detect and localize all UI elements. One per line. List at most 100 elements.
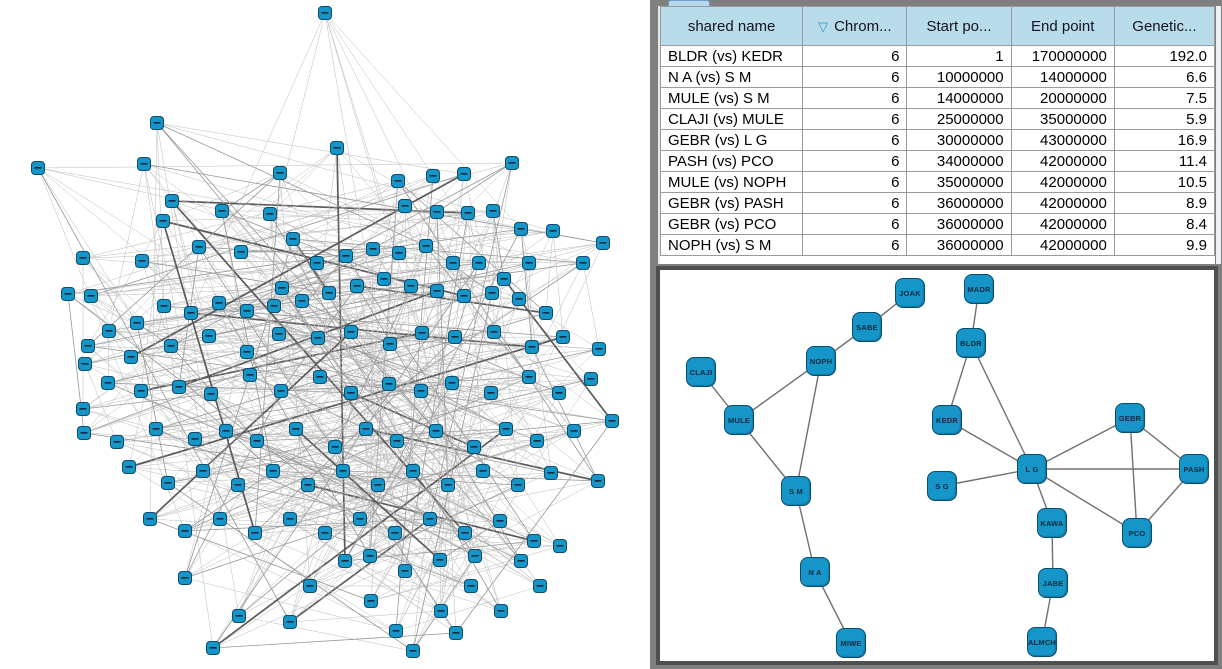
overview-node[interactable] bbox=[338, 554, 352, 568]
overview-node[interactable] bbox=[511, 478, 525, 492]
overview-node[interactable] bbox=[415, 326, 429, 340]
overview-node[interactable] bbox=[267, 299, 281, 313]
table-cell[interactable]: 6 bbox=[802, 150, 908, 172]
overview-node[interactable] bbox=[514, 222, 528, 236]
overview-node[interactable] bbox=[77, 426, 91, 440]
overview-node[interactable] bbox=[336, 464, 350, 478]
overview-node[interactable] bbox=[497, 272, 511, 286]
table-cell[interactable]: 170000000 bbox=[1010, 45, 1115, 67]
node-pco[interactable]: PCO bbox=[1122, 518, 1152, 548]
table-cell[interactable]: 42000000 bbox=[1010, 150, 1115, 172]
overview-node[interactable] bbox=[493, 514, 507, 528]
overview-node[interactable] bbox=[213, 512, 227, 526]
overview-node[interactable] bbox=[364, 594, 378, 608]
node-mule[interactable]: MULE bbox=[724, 405, 754, 435]
overview-node[interactable] bbox=[382, 377, 396, 391]
overview-node[interactable] bbox=[157, 299, 171, 313]
overview-node[interactable] bbox=[156, 214, 170, 228]
overview-node[interactable] bbox=[137, 157, 151, 171]
overview-node[interactable] bbox=[596, 236, 610, 250]
overview-node[interactable] bbox=[263, 207, 277, 221]
table-row[interactable]: CLAJI (vs) MULE 6 25000000 35000000 5.9 bbox=[660, 108, 1215, 130]
node-l-g[interactable]: L G bbox=[1017, 454, 1047, 484]
overview-node[interactable] bbox=[172, 380, 186, 394]
overview-node[interactable] bbox=[544, 466, 558, 480]
overview-node[interactable] bbox=[31, 161, 45, 175]
table-cell[interactable]: GEBR (vs) PCO bbox=[660, 213, 804, 235]
table-row[interactable]: MULE (vs) NOPH 6 35000000 42000000 10.5 bbox=[660, 171, 1215, 193]
table-cell[interactable]: 6 bbox=[802, 234, 908, 256]
table-cell[interactable]: 6 bbox=[802, 192, 908, 214]
overview-node[interactable] bbox=[464, 579, 478, 593]
overview-node[interactable] bbox=[165, 194, 179, 208]
table-cell[interactable]: MULE (vs) S M bbox=[660, 87, 804, 109]
overview-node[interactable] bbox=[311, 331, 325, 345]
overview-node[interactable] bbox=[406, 644, 420, 658]
overview-node[interactable] bbox=[272, 327, 286, 341]
node-n-a[interactable]: N A bbox=[800, 557, 830, 587]
column-header-start-po-[interactable]: Start po... bbox=[906, 6, 1012, 46]
overview-node[interactable] bbox=[330, 141, 344, 155]
overview-node[interactable] bbox=[446, 256, 460, 270]
table-cell[interactable]: 14000000 bbox=[906, 87, 1012, 109]
table-cell[interactable]: BLDR (vs) KEDR bbox=[660, 45, 804, 67]
overview-node[interactable] bbox=[359, 422, 373, 436]
overview-node[interactable] bbox=[143, 512, 157, 526]
overview-node[interactable] bbox=[250, 434, 264, 448]
table-cell[interactable]: 11.4 bbox=[1113, 150, 1215, 172]
overview-node[interactable] bbox=[448, 330, 462, 344]
overview-node[interactable] bbox=[484, 386, 498, 400]
overview-node[interactable] bbox=[313, 370, 327, 384]
table-cell[interactable]: NOPH (vs) S M bbox=[660, 234, 804, 256]
column-header-end-point[interactable]: End point bbox=[1010, 6, 1115, 46]
overview-node[interactable] bbox=[149, 422, 163, 436]
table-cell[interactable]: 8.4 bbox=[1113, 213, 1215, 235]
overview-node[interactable] bbox=[390, 434, 404, 448]
overview-node[interactable] bbox=[204, 387, 218, 401]
overview-node[interactable] bbox=[584, 372, 598, 386]
overview-node[interactable] bbox=[441, 478, 455, 492]
overview-node[interactable] bbox=[512, 292, 526, 306]
overview-node[interactable] bbox=[434, 604, 448, 618]
overview-node[interactable] bbox=[110, 435, 124, 449]
overview-node[interactable] bbox=[344, 325, 358, 339]
overview-node[interactable] bbox=[467, 440, 481, 454]
overview-node[interactable] bbox=[398, 199, 412, 213]
overview-node[interactable] bbox=[76, 251, 90, 265]
overview-node[interactable] bbox=[275, 281, 289, 295]
overview-node[interactable] bbox=[196, 464, 210, 478]
overview-node[interactable] bbox=[525, 340, 539, 354]
overview-node[interactable] bbox=[514, 554, 528, 568]
overview-node[interactable] bbox=[505, 156, 519, 170]
overview-node[interactable] bbox=[423, 512, 437, 526]
node-kawa[interactable]: KAWA bbox=[1037, 508, 1067, 538]
overview-node[interactable] bbox=[232, 609, 246, 623]
table-cell[interactable]: 35000000 bbox=[906, 171, 1012, 193]
overview-node[interactable] bbox=[318, 6, 332, 20]
table-cell[interactable]: 36000000 bbox=[906, 213, 1012, 235]
overview-node[interactable] bbox=[84, 289, 98, 303]
table-cell[interactable]: MULE (vs) NOPH bbox=[660, 171, 804, 193]
table-cell[interactable]: 6 bbox=[802, 66, 908, 88]
overview-node[interactable] bbox=[215, 204, 229, 218]
detail-network-canvas[interactable]: JOAK SABE NOPH CLAJI MULE MADR BLDR KEDR GEBR L G… bbox=[660, 270, 1214, 661]
overview-node[interactable] bbox=[231, 478, 245, 492]
overview-node[interactable] bbox=[487, 325, 501, 339]
overview-network-canvas[interactable] bbox=[0, 0, 650, 669]
table-cell[interactable]: CLAJI (vs) MULE bbox=[660, 108, 804, 130]
overview-node[interactable] bbox=[414, 384, 428, 398]
overview-node[interactable] bbox=[283, 512, 297, 526]
overview-node[interactable] bbox=[591, 474, 605, 488]
overview-node[interactable] bbox=[178, 524, 192, 538]
edge-noph-s-m[interactable] bbox=[795, 360, 822, 492]
overview-node[interactable] bbox=[219, 424, 233, 438]
overview-node[interactable] bbox=[461, 206, 475, 220]
overview-node[interactable] bbox=[78, 357, 92, 371]
overview-node[interactable] bbox=[289, 422, 303, 436]
table-cell[interactable]: 10.5 bbox=[1113, 171, 1215, 193]
overview-node[interactable] bbox=[472, 256, 486, 270]
table-cell[interactable]: 34000000 bbox=[906, 150, 1012, 172]
overview-node[interactable] bbox=[433, 553, 447, 567]
overview-node[interactable] bbox=[328, 440, 342, 454]
overview-node[interactable] bbox=[61, 287, 75, 301]
